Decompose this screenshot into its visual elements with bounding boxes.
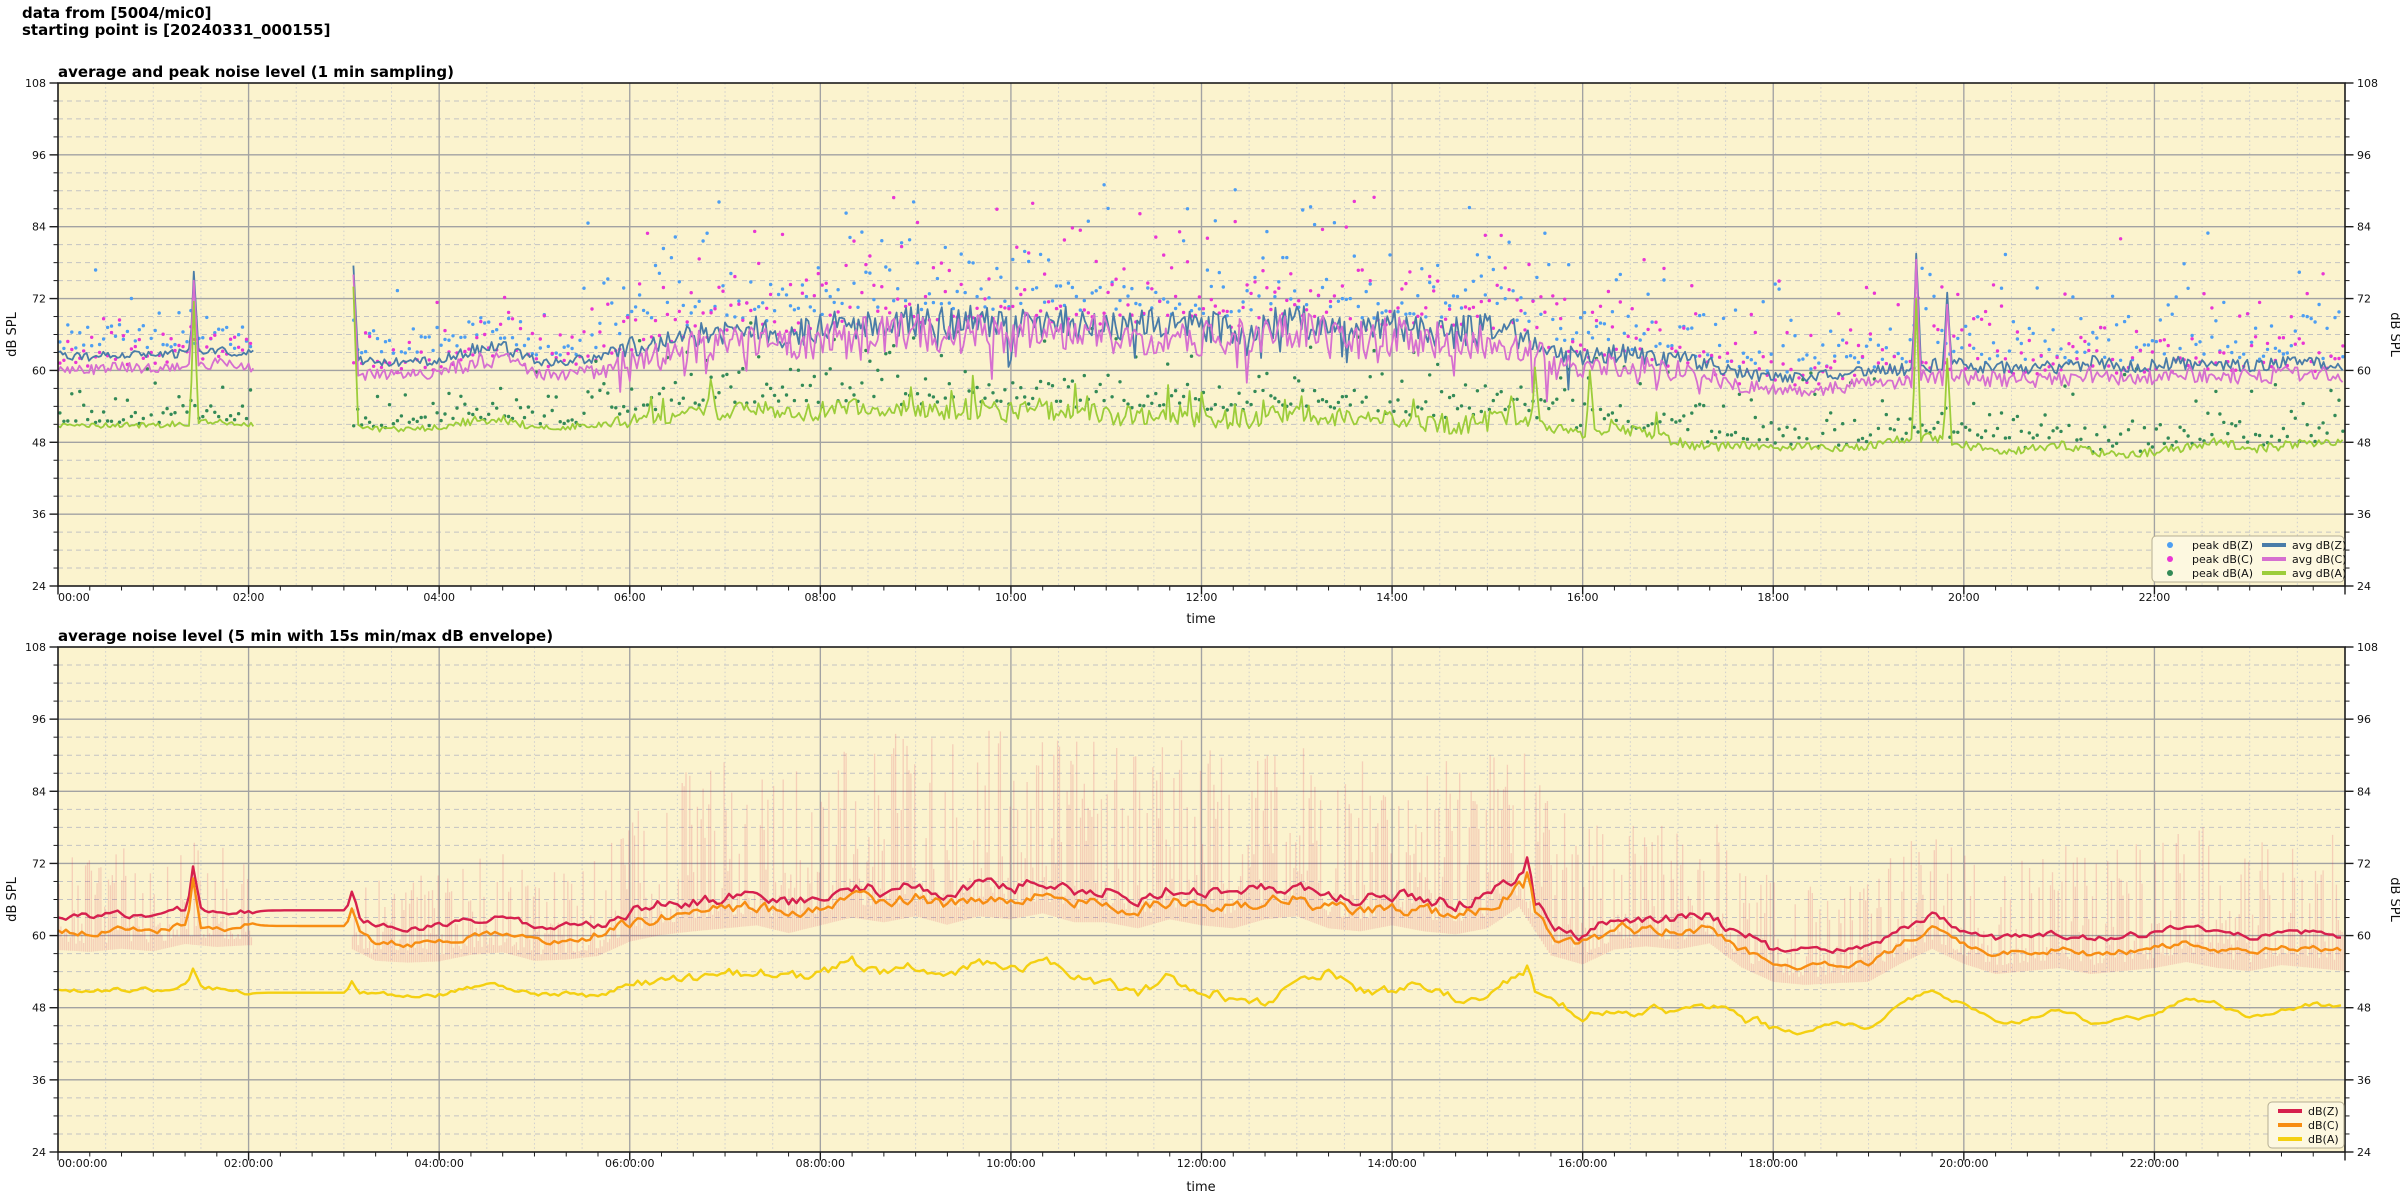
x-tick-label: 10:00:00: [986, 1157, 1035, 1170]
ticks: 00:00 02:00 04:00 06:00 08:00 10:00 12:00 14:00…: [25, 77, 2378, 604]
legend-label: dB(C): [2308, 1119, 2339, 1132]
y-tick-label-right: 84: [2357, 221, 2371, 234]
y-tick-label-left: 108: [25, 77, 46, 90]
legend-label: dB(Z): [2308, 1105, 2339, 1118]
top-chart-title: average and peak noise level (1 min samp…: [58, 63, 454, 81]
x-tick-label: 16:00: [1567, 591, 1599, 604]
y-tick-label-left: 96: [32, 713, 46, 726]
y-tick-label-right: 24: [2357, 1146, 2371, 1159]
x-tick-label: 12:00: [1186, 591, 1218, 604]
y-tick-label-right: 60: [2357, 930, 2371, 943]
series-avg-db-a-: [57, 286, 2344, 459]
bottom-chart-ylabel-left: dB SPL: [5, 876, 20, 921]
y-tick-label-right: 36: [2357, 508, 2371, 521]
legend-marker-dot: [2167, 556, 2173, 562]
series-db-z-: [57, 856, 2341, 954]
y-tick-label-left: 72: [32, 857, 46, 870]
y-tick-label-left: 36: [32, 1074, 46, 1087]
legend-label: peak dB(A): [2192, 567, 2253, 580]
y-tick-label-left: 24: [32, 1146, 46, 1159]
series-peak-db-a-: [58, 321, 2345, 454]
legend-marker-dot: [2167, 542, 2173, 548]
bottom-chart-title: average noise level (5 min with 15s min/…: [58, 627, 553, 645]
x-tick-label: 18:00: [1757, 591, 1789, 604]
legend-box: [2267, 1101, 2345, 1149]
x-tick-label: 14:00:00: [1367, 1157, 1416, 1170]
y-tick-label-right: 96: [2357, 713, 2371, 726]
y-tick-label-right: 36: [2357, 1074, 2371, 1087]
series-db-c-: [57, 871, 2342, 971]
legend: dB(Z)dB(C)dB(A): [2267, 1101, 2345, 1149]
y-tick-label-left: 84: [32, 785, 46, 798]
series-avg-db-c-: [57, 258, 2344, 403]
x-tick-label: 08:00: [804, 591, 836, 604]
y-tick-label-left: 36: [32, 508, 46, 521]
y-tick-label-right: 72: [2357, 293, 2371, 306]
x-tick-label: 16:00:00: [1558, 1157, 1607, 1170]
legend-box: [2151, 535, 2345, 583]
top-chart: 00:00 02:00 04:00 06:00 08:00 10:00 12:00 14:00…: [25, 77, 2378, 604]
figure-header: data from [5004/mic0] starting point is …: [22, 5, 330, 39]
series-peak-db-c-: [58, 195, 2345, 387]
x-tick-label: 08:00:00: [796, 1157, 845, 1170]
x-tick-label: 20:00:00: [1939, 1157, 1988, 1170]
y-tick-label-left: 108: [25, 641, 46, 654]
top-chart-ylabel-left: dB SPL: [5, 311, 20, 356]
y-tick-label-left: 24: [32, 580, 46, 593]
legend-label: avg dB(A): [2292, 567, 2346, 580]
x-tick-label: 18:00:00: [1749, 1157, 1798, 1170]
x-tick-label: 10:00: [995, 591, 1027, 604]
y-tick-label-right: 96: [2357, 149, 2371, 162]
grid-major: [58, 83, 2345, 586]
header-line1: data from [5004/mic0]: [22, 4, 212, 22]
header-line2: starting point is [20240331_000155]: [22, 21, 331, 39]
x-tick-label: 20:00: [1948, 591, 1980, 604]
x-tick-label: 02:00: [233, 591, 265, 604]
y-tick-label-right: 84: [2357, 785, 2371, 798]
x-tick-label: 14:00: [1376, 591, 1408, 604]
legend-label: avg dB(Z): [2292, 539, 2346, 552]
series-db-a-: [57, 955, 2342, 1036]
legend-label: peak dB(Z): [2192, 539, 2253, 552]
y-tick-label-left: 60: [32, 364, 46, 377]
y-tick-label-left: 96: [32, 149, 46, 162]
legend-label: peak dB(C): [2192, 553, 2253, 566]
top-chart-ylabel-right: dB SPL: [2387, 312, 2400, 357]
y-tick-label-right: 72: [2357, 857, 2371, 870]
legend-marker-dot: [2167, 570, 2173, 576]
x-tick-label: 22:00: [2139, 591, 2171, 604]
x-tick-label: 06:00: [614, 591, 646, 604]
ticks: 00:00:00 02:00:00 04:00:00 06:00:00 08:00:00…: [25, 641, 2378, 1170]
x-tick-label: 02:00:00: [224, 1157, 273, 1170]
y-tick-label-left: 48: [32, 1002, 46, 1015]
bottom-chart-ylabel-right: dB SPL: [2387, 877, 2400, 922]
y-tick-label-right: 24: [2357, 580, 2371, 593]
y-tick-label-right: 48: [2357, 1002, 2371, 1015]
x-tick-label: 00:00:00: [58, 1157, 107, 1170]
y-tick-label-right: 48: [2357, 436, 2371, 449]
x-tick-label: 06:00:00: [605, 1157, 654, 1170]
series-avg-db-z-: [57, 252, 2344, 391]
legend-label: avg dB(C): [2292, 553, 2347, 566]
bottom-chart: 00:00:00 02:00:00 04:00:00 06:00:00 08:00:00…: [25, 641, 2378, 1170]
top-chart-xlabel: time: [1186, 612, 1215, 627]
x-tick-label: 04:00:00: [414, 1157, 463, 1170]
y-tick-label-left: 60: [32, 930, 46, 943]
y-tick-label-left: 84: [32, 221, 46, 234]
legend-label: dB(A): [2308, 1133, 2339, 1146]
y-tick-label-right: 108: [2357, 641, 2378, 654]
x-tick-label: 12:00:00: [1177, 1157, 1226, 1170]
x-tick-label: 00:00: [58, 591, 90, 604]
x-tick-label: 22:00:00: [2130, 1157, 2179, 1170]
legend: peak dB(Z)peak dB(C)peak dB(A)avg dB(Z)a…: [2151, 535, 2347, 583]
y-tick-label-right: 108: [2357, 77, 2378, 90]
y-tick-label-right: 60: [2357, 364, 2371, 377]
x-tick-label: 04:00: [423, 591, 455, 604]
y-tick-label-left: 48: [32, 436, 46, 449]
bottom-chart-xlabel: time: [1186, 1180, 1215, 1195]
y-tick-label-left: 72: [32, 293, 46, 306]
